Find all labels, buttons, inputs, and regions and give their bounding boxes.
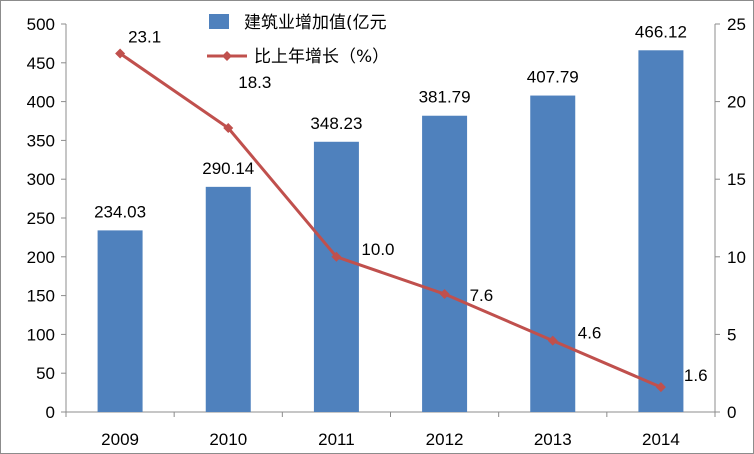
bar-data-label: 407.79: [527, 68, 579, 87]
line-point-marker: [331, 251, 342, 262]
bar-series: [97, 50, 684, 413]
bar-data-label: 381.79: [419, 88, 471, 107]
left-y-tick-label: 300: [27, 170, 55, 189]
tick-marks: [61, 23, 720, 417]
right-y-tick-label: 15: [727, 170, 746, 189]
bar-data-label: 234.03: [94, 202, 146, 221]
right-y-tick-labels: 0 5 10 15 20 25: [727, 15, 746, 422]
left-y-tick-label: 450: [27, 54, 55, 73]
bar-data-labels: 234.03 290.14 348.23 381.79 407.79 466.12: [94, 22, 687, 221]
bar: [422, 115, 468, 412]
x-tick-label: 2009: [101, 430, 139, 449]
line-data-label: 4.6: [578, 324, 602, 343]
left-y-tick-label: 50: [36, 364, 55, 383]
x-tick-label: 2013: [534, 430, 572, 449]
right-y-tick-label: 10: [727, 248, 746, 267]
x-tick-labels: 2009 2010 2011 2012 2013 2014: [101, 430, 680, 449]
bar-data-label: 348.23: [310, 114, 362, 133]
line-series: [115, 48, 666, 393]
line-data-label: 23.1: [128, 27, 161, 46]
bar-data-label: 290.14: [202, 159, 254, 178]
x-tick-label: 2011: [318, 430, 355, 449]
bar: [205, 186, 251, 412]
bar: [97, 230, 143, 412]
left-y-tick-label: 150: [27, 287, 55, 306]
line-point-marker: [115, 48, 126, 59]
x-tick-label: 2012: [426, 430, 464, 449]
line-path: [119, 52, 662, 389]
line-data-labels: 23.1 18.3 10.0 7.6 4.6 1.6: [128, 27, 707, 385]
line-data-label: 18.3: [238, 73, 271, 92]
right-y-tick-label: 25: [727, 15, 746, 34]
right-y-tick-label: 20: [727, 93, 746, 112]
line-data-label: 7.6: [470, 286, 494, 305]
left-y-tick-label: 200: [27, 248, 55, 267]
left-y-tick-label: 250: [27, 209, 55, 228]
x-tick-label: 2014: [642, 430, 680, 449]
left-y-tick-label: 350: [27, 131, 55, 150]
line-point-marker: [223, 122, 234, 133]
line-point-marker: [547, 335, 558, 346]
left-y-tick-label: 500: [27, 15, 55, 34]
left-y-tick-label: 400: [27, 93, 55, 112]
x-tick-label: 2010: [209, 430, 247, 449]
bar: [638, 50, 684, 412]
bar: [313, 141, 359, 413]
line-point-marker: [655, 382, 666, 393]
right-y-tick-label: 0: [727, 403, 736, 422]
bar: [530, 95, 576, 412]
legend-line-marker: [222, 51, 232, 61]
legend-bar-swatch: [209, 14, 229, 29]
line-data-label: 10.0: [361, 240, 394, 259]
legend: 建筑业增加值(亿元 比上年增长（%）: [207, 13, 389, 67]
right-y-tick-label: 5: [727, 325, 736, 344]
bar-data-label: 466.12: [635, 22, 687, 41]
legend-line-label: 比上年增长（%）: [254, 47, 389, 67]
left-y-tick-labels: 0 50 100 150 200 250 300 350 400 450 500: [27, 15, 55, 422]
left-y-tick-label: 100: [27, 325, 55, 344]
left-y-tick-label: 0: [46, 403, 55, 422]
line-point-marker: [439, 289, 450, 300]
legend-bar-label: 建筑业增加值(亿元: [244, 13, 387, 33]
line-data-label: 1.6: [684, 366, 708, 385]
